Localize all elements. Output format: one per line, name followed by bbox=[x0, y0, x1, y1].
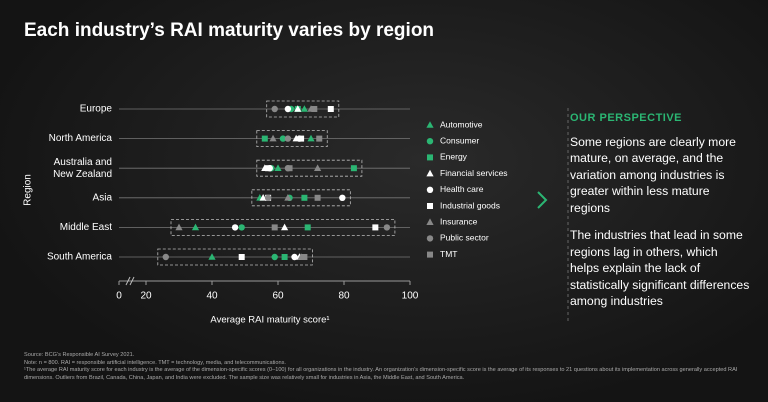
range-box bbox=[157, 248, 313, 266]
dot bbox=[291, 253, 298, 261]
dot bbox=[269, 134, 277, 142]
legend-marker bbox=[427, 251, 433, 258]
x-tick-label: 80 bbox=[338, 291, 350, 302]
legend-label: Energy bbox=[440, 152, 468, 162]
legend-marker bbox=[427, 203, 433, 209]
x-tick-label: 100 bbox=[402, 291, 419, 302]
dot bbox=[238, 224, 245, 231]
dot bbox=[300, 105, 308, 112]
x-tick-label: 0 bbox=[116, 291, 122, 302]
dot bbox=[265, 165, 272, 172]
axis-break bbox=[129, 276, 135, 286]
perspective-text: Some regions are clearly more mature, on… bbox=[570, 134, 736, 215]
dot bbox=[208, 253, 216, 260]
dot bbox=[259, 194, 267, 201]
range-box bbox=[170, 218, 396, 236]
perspective-text: The industries that lead in some regions… bbox=[570, 228, 750, 308]
legend-marker bbox=[426, 235, 434, 242]
dot bbox=[350, 165, 357, 172]
x-tick-label: 60 bbox=[272, 291, 284, 302]
dot bbox=[284, 194, 292, 201]
dot bbox=[311, 106, 318, 112]
dot bbox=[191, 223, 200, 231]
x-tick-label: 20 bbox=[140, 291, 152, 302]
legend-label: Industrial goods bbox=[440, 200, 500, 210]
dot bbox=[301, 254, 308, 260]
dot bbox=[281, 254, 288, 260]
range-box bbox=[256, 130, 328, 148]
dot bbox=[284, 105, 292, 113]
legend-marker bbox=[426, 138, 434, 145]
perspective-heading: OUR PERSPECTIVE bbox=[570, 112, 683, 124]
dot bbox=[339, 194, 346, 201]
dot bbox=[286, 165, 293, 172]
y-tick-label: South America bbox=[47, 252, 112, 263]
legend-label: Public sector bbox=[440, 233, 489, 243]
x-axis-label: Average RAI maturity score¹ bbox=[210, 315, 329, 326]
footnote: ¹The average RAI maturity score for each… bbox=[24, 367, 738, 381]
y-axis-label: Region bbox=[23, 174, 34, 206]
dot bbox=[372, 224, 379, 231]
legend-marker bbox=[427, 154, 433, 161]
perspective: OUR PERSPECTIVE Some regions are clearly… bbox=[570, 110, 750, 321]
legend-label: Financial services bbox=[440, 168, 508, 178]
legend-label: Insurance bbox=[440, 216, 478, 226]
dot bbox=[271, 224, 278, 231]
legend-marker bbox=[426, 186, 434, 193]
dot bbox=[274, 164, 282, 171]
dot bbox=[314, 194, 321, 201]
y-tick-label: Australia and New Zealand bbox=[53, 157, 112, 180]
dot bbox=[294, 105, 302, 112]
legend-label: Health care bbox=[440, 184, 484, 194]
range-box bbox=[266, 100, 340, 118]
dot bbox=[162, 253, 169, 261]
dot bbox=[271, 105, 278, 113]
dot bbox=[314, 164, 322, 171]
y-tick-label: North America bbox=[49, 133, 113, 144]
dot bbox=[327, 106, 334, 112]
dot bbox=[231, 224, 239, 231]
dot bbox=[383, 224, 391, 231]
axis-break bbox=[125, 276, 131, 286]
range-box bbox=[256, 159, 363, 177]
legend-marker bbox=[426, 218, 434, 225]
dot bbox=[264, 194, 272, 201]
y-tick-label: Europe bbox=[80, 104, 113, 115]
footnotes: Source: BCG’s Responsible AI Survey 2021… bbox=[24, 352, 744, 382]
dot bbox=[238, 254, 245, 260]
legend-label: TMT bbox=[440, 249, 457, 259]
range-box bbox=[251, 189, 351, 207]
x-tick-label: 40 bbox=[206, 291, 218, 302]
dot bbox=[301, 194, 308, 201]
dot bbox=[316, 135, 323, 142]
dot bbox=[271, 253, 278, 261]
dot bbox=[298, 135, 305, 142]
y-tick-label: Asia bbox=[93, 192, 113, 203]
dot bbox=[284, 135, 292, 142]
dot bbox=[304, 224, 311, 231]
dot bbox=[281, 223, 289, 231]
legend-marker bbox=[426, 121, 434, 128]
footnote: Note: n = 800. RAI = responsible artific… bbox=[24, 359, 286, 366]
legend-label: Consumer bbox=[440, 135, 479, 145]
chart-title: Each industry’s RAI maturity varies by r… bbox=[24, 20, 434, 41]
legend-label: Automotive bbox=[440, 119, 483, 129]
dot bbox=[175, 223, 183, 231]
dot bbox=[261, 135, 268, 142]
dot bbox=[307, 134, 315, 142]
chevron bbox=[537, 191, 548, 209]
dot bbox=[279, 135, 287, 142]
legend-marker bbox=[426, 169, 434, 177]
y-tick-label: Middle East bbox=[60, 222, 112, 233]
footnote: Source: BCG’s Responsible AI Survey 2021… bbox=[24, 352, 135, 358]
